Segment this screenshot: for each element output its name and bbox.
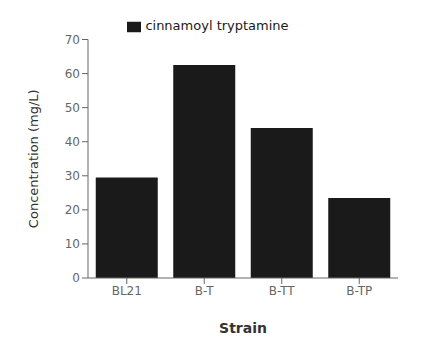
svg-text:B-TT: B-TT — [269, 284, 296, 298]
svg-text:10: 10 — [65, 237, 80, 251]
svg-text:40: 40 — [65, 135, 80, 149]
svg-text:Concentration (mg/L): Concentration (mg/L) — [26, 89, 41, 228]
svg-text:70: 70 — [65, 33, 80, 47]
html-text:cinnamoyl tryptamine: cinnamoyl tryptamine — [145, 18, 289, 33]
svg-text:B-TP: B-TP — [346, 284, 372, 298]
svg-text:50: 50 — [65, 101, 80, 115]
svg-text:60: 60 — [65, 67, 80, 81]
svg-text:Strain: Strain — [219, 320, 267, 336]
svg-text:20: 20 — [65, 203, 80, 217]
svg-text:0: 0 — [72, 271, 80, 285]
svg-text:BL21: BL21 — [112, 284, 142, 298]
svg-text:30: 30 — [65, 169, 80, 183]
svg-text:B-T: B-T — [195, 284, 214, 298]
